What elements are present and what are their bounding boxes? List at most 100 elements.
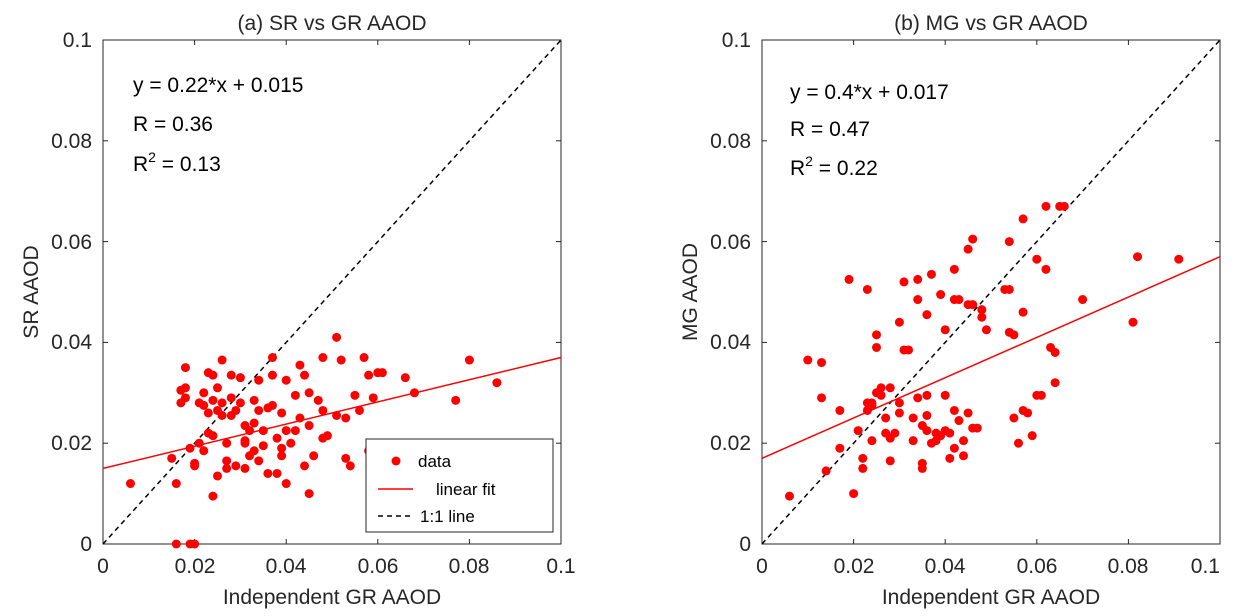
data-point [226,370,236,380]
legend: data linear fit 1:1 line [365,438,554,533]
data-point [1004,237,1014,247]
data-point [295,413,305,423]
data-point [872,342,881,352]
y-tick-label: 0 [739,533,751,556]
data-point [835,443,845,453]
data-point [190,539,200,549]
data-point [1041,264,1051,274]
y-tick-label: 0.1 [722,29,751,52]
x-tick-label: 0.06 [358,555,399,578]
data-point [249,395,259,405]
data-point [354,405,364,415]
data-point [226,393,236,403]
data-point [977,312,987,322]
data-point [171,539,181,549]
panel-a: (a) SR vs GR AAOD 0 0.02 0.04 0.06 0.08 … [20,12,576,609]
data-point [332,410,342,420]
fit-equation: y = 0.22*x + 0.015 [133,74,303,97]
data-point [1013,438,1023,448]
x-tick-label: 0.06 [1017,555,1058,578]
data-point [345,461,355,471]
data-point [281,375,291,385]
data-point [784,491,794,501]
data-point [959,436,969,446]
data-point [281,426,291,436]
data-point [963,244,973,254]
plot-marks [102,39,562,549]
data-point [180,383,190,393]
data-point [862,284,872,294]
data-point [217,398,227,408]
data-point [913,274,923,284]
data-point [844,274,854,284]
r-squared-symbol: R [133,153,148,176]
data-point [451,395,461,405]
data-point [1050,347,1060,357]
r-squared-value: = 0.22 [813,157,878,180]
y-tick-label: 0.06 [51,231,92,254]
data-point [199,446,209,456]
data-point [167,453,177,463]
data-point [125,479,135,489]
data-point [359,353,369,363]
data-point [945,453,955,463]
data-point [258,441,268,451]
y-axis-label: MG AAOD [679,243,702,341]
fit-annotation: y = 0.4*x + 0.017 R = 0.47 R2 = 0.22 [790,81,949,180]
data-point [322,431,332,441]
data-point [304,489,314,499]
data-point [853,426,863,436]
y-tick-labels: 0 0.02 0.04 0.06 0.08 0.1 [51,29,92,556]
data-point [364,370,374,380]
data-point [318,405,328,415]
data-point [885,456,895,466]
data-point [817,393,827,403]
data-point [313,395,323,405]
data-point [194,438,204,448]
data-point [332,332,342,342]
data-point [341,413,351,423]
data-point [954,295,964,305]
data-point [267,370,277,380]
y-axis-label: SR AAOD [20,245,43,338]
data-point [1050,378,1060,388]
data-point [940,390,950,400]
data-point [272,433,282,443]
x-axis-label: Independent GR AAOD [223,586,441,609]
legend-marker-data [391,456,401,466]
data-point [881,413,891,423]
data-point [922,390,932,400]
data-point [894,317,904,327]
data-point [835,405,845,415]
data-point [904,345,914,355]
data-point [304,388,314,398]
r-squared: R2 = 0.13 [133,149,221,176]
data-point [858,463,868,473]
chart-title: (a) SR vs GR AAOD [237,12,426,35]
data-point [1032,254,1042,264]
data-point [922,426,932,436]
data-point [263,468,273,478]
data-point [913,393,923,403]
x-tick-label: 0.08 [1108,555,1149,578]
legend-label-fit: linear fit [436,480,496,499]
data-point [876,390,886,400]
data-point [245,426,255,436]
data-point [1027,431,1037,441]
data-point [894,408,904,418]
data-point [894,398,904,408]
data-point [858,453,868,463]
data-point [968,300,978,310]
data-point [208,431,218,441]
y-tick-label: 0.04 [51,331,92,354]
data-point [258,426,268,436]
data-point [208,491,218,501]
data-point [350,390,360,400]
data-point [1041,201,1051,211]
x-tick-label: 0 [97,555,109,578]
data-point [949,405,959,415]
data-point [254,405,264,415]
data-point [1009,413,1019,423]
data-point [908,436,918,446]
data-point [1078,295,1088,305]
